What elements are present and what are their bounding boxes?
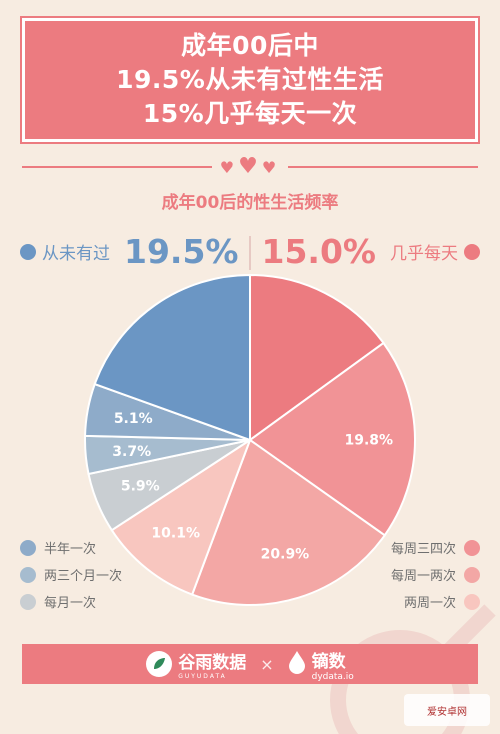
droplet-logo-icon (288, 650, 306, 679)
legend-swatch-icon (20, 593, 36, 610)
heart-icon: ♥ (261, 158, 281, 177)
pie-slice-label: 20.9% (261, 547, 310, 563)
brand-guyu-name: 谷雨数据 (178, 653, 247, 673)
pie-slice-7 (93, 273, 251, 442)
pie-slice-label: 10.1% (151, 526, 200, 542)
legend-label: 每月一次 (44, 596, 97, 611)
guyu-logo-icon (146, 651, 173, 677)
title-banner: 成年00后中 19.5%从未有过性生活 15%几乎每天一次 (20, 16, 480, 144)
legend-label: 每周一两次 (390, 569, 456, 584)
brand-dydata-sub: dydata.io (311, 671, 354, 682)
legend-swatch-icon (20, 566, 36, 583)
hearts-divider: ♥♥♥ (0, 156, 500, 178)
highlight-daily-label: 几乎每天 (390, 244, 458, 264)
brand-dydata-name: 镝数 (311, 651, 346, 672)
highlight-daily: 15.0% 几乎每天 (254, 232, 480, 271)
legend-right: 每周三四次 每周一两次 两周一次 (391, 534, 480, 615)
times-icon: × (260, 654, 274, 674)
highlight-never-label: 从未有过 (42, 244, 110, 264)
brand-guyu: 谷雨数据 GUYUDATA (146, 648, 246, 680)
heart-icon: ♥ (238, 154, 262, 179)
legend-item: 每周三四次 (391, 534, 480, 561)
footer-banner: 谷雨数据 GUYUDATA × 镝数 dydata.io (22, 644, 478, 684)
chart-title: 成年00后的性生活频率 (161, 193, 339, 213)
pie-slice-2 (190, 438, 387, 606)
pie-slice-label: 5.1% (114, 411, 153, 427)
pie-slice-label: 19.8% (345, 432, 394, 448)
brand-dydata: 镝数 dydata.io (288, 647, 354, 682)
legend-label: 每周三四次 (390, 542, 456, 557)
title-line-1: 成年00后中 (181, 31, 319, 60)
title-line-2: 19.5%从未有过性生活 (116, 65, 384, 94)
pie-slice-0 (249, 273, 385, 442)
pie-slice-1 (248, 341, 416, 537)
legend-swatch-icon (464, 593, 480, 610)
legend-label: 两三个月一次 (44, 569, 123, 584)
legend-swatch-icon (464, 566, 480, 583)
pie-slice-label: 3.7% (112, 444, 151, 460)
legend-label: 两周一次 (403, 596, 456, 611)
pie-slice-3 (110, 437, 253, 596)
legend-item: 每月一次 (20, 588, 122, 615)
legend-item: 半年一次 (20, 534, 122, 561)
divider-line-left (22, 166, 212, 168)
highlight-never-value: 19.5% (124, 232, 239, 271)
highlight-daily-value: 15.0% (261, 232, 377, 271)
pink-dot-icon (464, 243, 480, 260)
legend-swatch-icon (464, 539, 480, 556)
legend-item: 每周一两次 (391, 561, 480, 588)
highlight-never: 从未有过 19.5% (20, 232, 247, 271)
pie-chart: 19.8% 20.9% 10.1% 5.9% 3.7% 5.1% (84, 273, 416, 606)
site-watermark-text: 爱安卓网 (427, 706, 467, 718)
title-line-3: 15%几乎每天一次 (142, 99, 358, 128)
pie-slice-label: 5.9% (121, 478, 160, 494)
legend-item: 两三个月一次 (20, 561, 122, 588)
legend-left: 半年一次 两三个月一次 每月一次 (20, 534, 122, 615)
legend-item: 两周一次 (391, 588, 480, 615)
brand-guyu-sub: GUYUDATA (178, 673, 227, 680)
legend-swatch-icon (20, 539, 36, 556)
blue-dot-icon (20, 243, 36, 260)
divider-line-right (288, 166, 478, 168)
heart-icon: ♥ (219, 158, 239, 177)
legend-label: 半年一次 (44, 542, 97, 557)
highlight-divider (249, 236, 251, 270)
site-watermark-badge: 爱安卓网 (404, 694, 490, 726)
